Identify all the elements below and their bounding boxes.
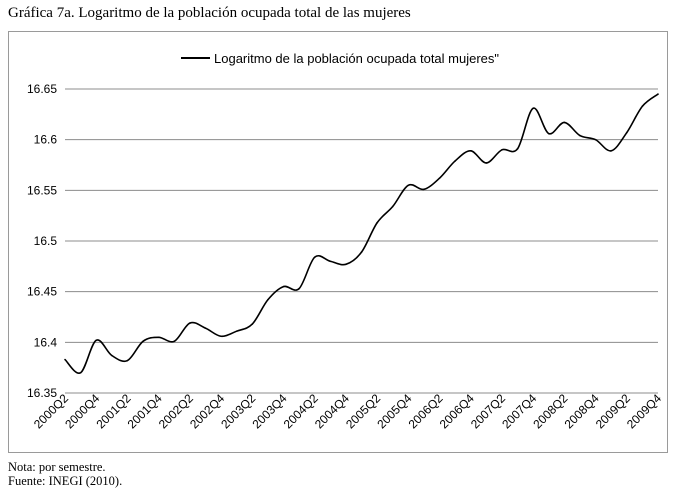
y-tick-label: 16.65 xyxy=(27,82,57,96)
data-point xyxy=(501,149,503,151)
figure-note: Nota: por semestre. xyxy=(8,460,106,474)
data-point xyxy=(532,107,534,110)
data-point xyxy=(454,160,456,162)
data-point xyxy=(376,221,378,224)
data-point xyxy=(423,188,425,191)
y-tick-label: 16.6 xyxy=(34,133,58,147)
data-point xyxy=(391,205,394,208)
gridlines xyxy=(65,88,658,394)
y-tick-label: 16.4 xyxy=(34,335,58,349)
y-tick-label: 16.45 xyxy=(27,285,57,299)
figure-source: Fuente: INEGI (2010). xyxy=(8,474,123,488)
data-point xyxy=(204,327,207,329)
y-tick-label: 16.5 xyxy=(34,234,58,248)
data-point xyxy=(438,177,441,179)
data-point xyxy=(657,93,659,95)
legend-label: Logaritmo de la población ocupada total … xyxy=(214,51,499,66)
data-point xyxy=(111,354,113,357)
data-point xyxy=(126,359,129,362)
data-point xyxy=(235,330,238,332)
data-point xyxy=(220,335,222,338)
data-point xyxy=(157,336,160,339)
series-layer xyxy=(64,93,659,374)
data-point xyxy=(267,298,269,301)
data-point xyxy=(345,263,347,266)
data-point xyxy=(625,131,628,134)
data-point xyxy=(469,150,472,152)
data-point xyxy=(516,147,519,150)
y-tick-label: 16.55 xyxy=(27,183,57,197)
data-point xyxy=(173,340,176,343)
data-point xyxy=(282,285,285,288)
data-point xyxy=(313,256,316,259)
data-point xyxy=(563,121,566,124)
data-point xyxy=(189,322,191,324)
data-point xyxy=(547,132,550,135)
chart-frame: 16.35 16.4 16.45 16.5 16.55 16.6 16.65 2000Q2 2… xyxy=(8,31,668,453)
data-point xyxy=(594,138,597,141)
data-point xyxy=(142,340,144,343)
chart-border xyxy=(8,31,668,453)
data-point xyxy=(407,184,410,187)
data-point xyxy=(64,358,66,361)
data-point xyxy=(485,162,488,164)
data-point xyxy=(329,260,332,263)
data-point xyxy=(360,251,363,253)
data-point xyxy=(579,134,581,137)
data-point xyxy=(298,287,300,290)
figure-title: Gráfica 7a. Logaritmo de la población oc… xyxy=(8,5,411,21)
data-point xyxy=(95,339,98,342)
figure-notes: Nota: por semestre. Fuente: INEGI (2010)… xyxy=(8,460,122,488)
data-point xyxy=(251,323,254,325)
y-tick-label: 16.35 xyxy=(27,386,57,400)
data-point xyxy=(79,371,82,374)
legend: Logaritmo de la población ocupada total … xyxy=(181,51,499,66)
data-point xyxy=(610,150,612,152)
y-axis-tick-labels: 16.35 16.4 16.45 16.5 16.55 16.6 16.65 xyxy=(27,82,57,400)
data-point xyxy=(641,105,644,108)
